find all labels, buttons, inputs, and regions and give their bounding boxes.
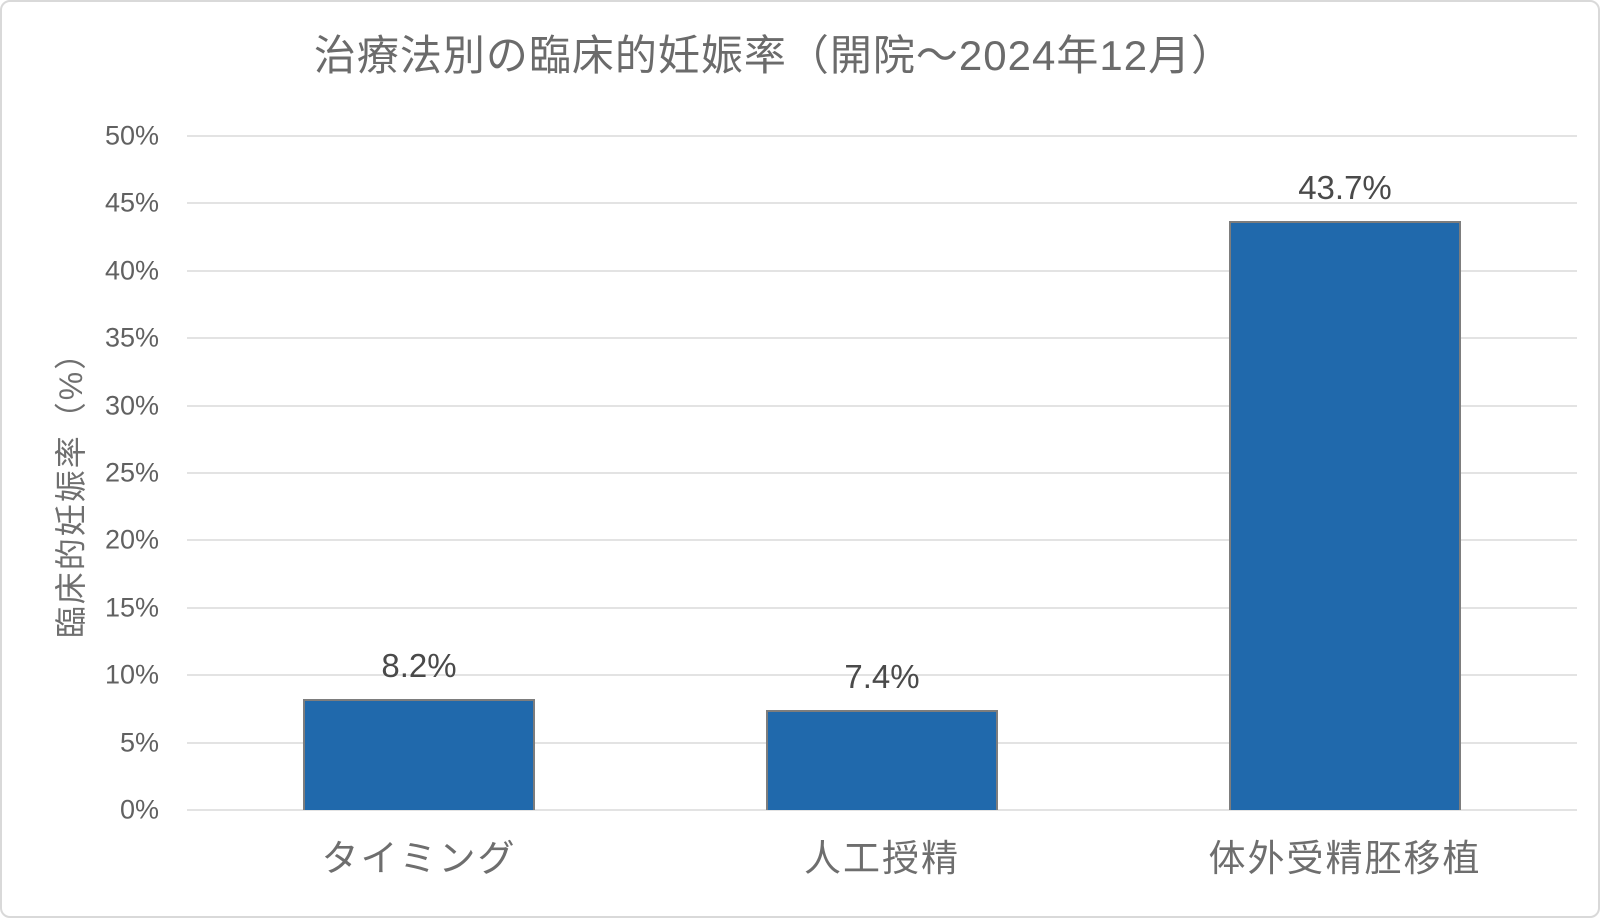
- x-category-label: 人工授精: [804, 838, 960, 879]
- y-tick-label: 5%: [119, 727, 159, 758]
- gridline-50: [187, 135, 1577, 137]
- y-tick-label: 30%: [104, 390, 159, 421]
- bar-artificial-insemination: [766, 710, 998, 810]
- gridline-35: [187, 337, 1577, 340]
- y-tick-label: 0%: [119, 794, 159, 825]
- x-category-label: タイミング: [321, 838, 517, 879]
- bar-slot-ivf-embryo-transfer: 43.7%: [1229, 136, 1461, 810]
- bar-value-label: 8.2%: [381, 647, 457, 685]
- gridline-20: [187, 539, 1577, 542]
- y-tick-label: 45%: [104, 187, 159, 218]
- bar-slot-artificial-insemination: 7.4%: [766, 136, 998, 810]
- plot-area: 50% 45% 40% 35% 30% 25% 20% 15% 10% 5% 0…: [105, 121, 1577, 879]
- chart-title: 治療法別の臨床的妊娠率（開院～2024年12月）: [313, 32, 1235, 79]
- bar-value-label: 7.4%: [844, 658, 920, 696]
- y-tick-label: 25%: [104, 457, 159, 488]
- y-tick-label: 15%: [104, 592, 159, 623]
- y-tick-label: 40%: [104, 255, 159, 286]
- gridline-10: [187, 674, 1577, 677]
- bar-value-label: 43.7%: [1298, 168, 1392, 206]
- gridline-25: [187, 472, 1577, 474]
- gridline-0: [187, 809, 1577, 811]
- y-tick-label: 50%: [104, 120, 159, 151]
- y-tick-label: 20%: [104, 524, 159, 555]
- gridline-40: [187, 269, 1577, 272]
- x-category-label: 体外受精胚移植: [1208, 838, 1482, 879]
- y-tick-label: 10%: [104, 659, 159, 690]
- bar-slot-timing: 8.2%: [303, 136, 535, 810]
- gridline-45: [187, 202, 1577, 205]
- bar-timing: [303, 699, 535, 810]
- bar-ivf-embryo-transfer: [1229, 220, 1461, 810]
- gridline-15: [187, 606, 1577, 609]
- gridline-30: [187, 404, 1577, 407]
- y-tick-label: 35%: [104, 322, 159, 353]
